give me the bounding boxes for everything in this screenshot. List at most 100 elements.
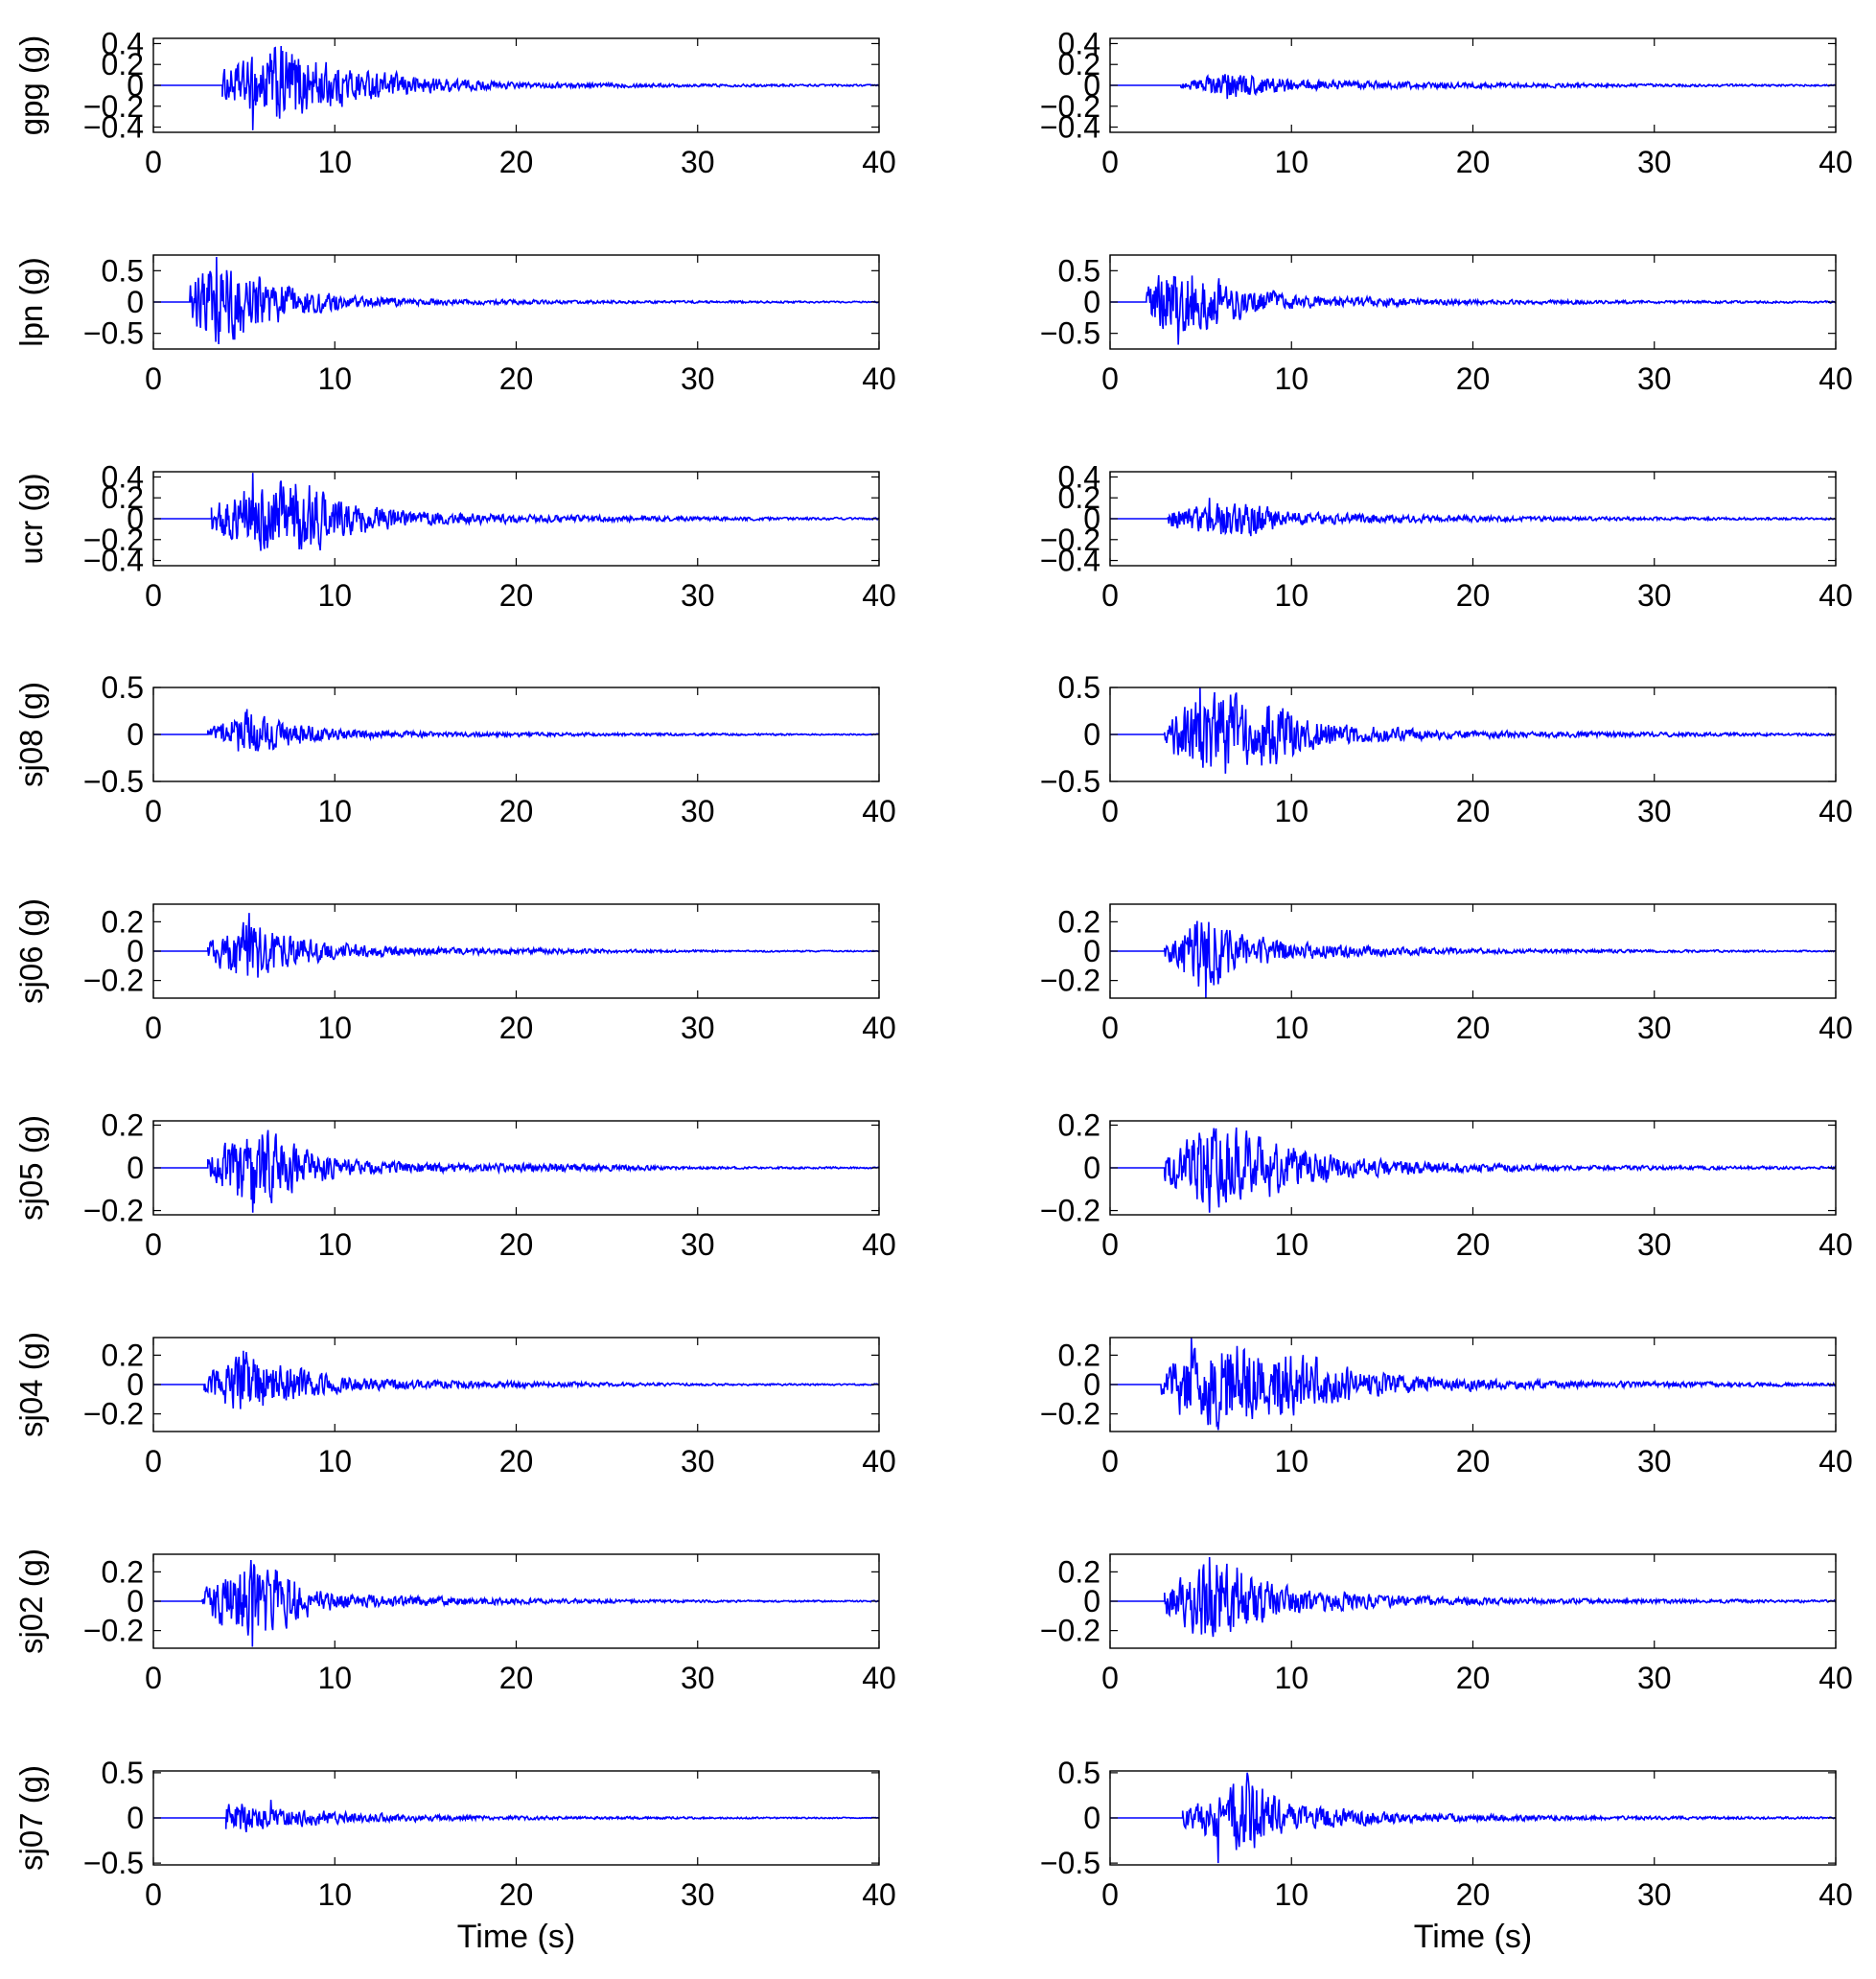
- y-tick-label: 0.5: [1058, 253, 1100, 288]
- x-tick-label: 20: [1456, 1444, 1491, 1478]
- y-tick-label: 0.2: [1058, 1107, 1100, 1142]
- x-tick-label: 10: [1274, 1877, 1309, 1912]
- x-tick-label: 30: [1637, 1661, 1672, 1695]
- x-tick-label: 0: [145, 1227, 162, 1262]
- y-tick-label: 0: [1083, 717, 1100, 752]
- x-tick-label: 30: [681, 1661, 715, 1695]
- y-tick-label: 0.2: [1058, 1554, 1100, 1589]
- panel-r7-c1: 0 10 20 30 40−0.200.2: [1040, 1553, 1853, 1695]
- y-tick-label: 0: [127, 285, 144, 319]
- x-tick-label: 10: [317, 361, 352, 396]
- x-tick-label: 20: [499, 1227, 534, 1262]
- x-tick-label: 40: [862, 361, 896, 396]
- panel-r1-c1: 0 10 20 30 40−0.500.5: [1040, 253, 1853, 396]
- x-tick-label: 0: [145, 1661, 162, 1695]
- waveform-trace: [153, 1800, 879, 1832]
- x-tick-label: 10: [317, 1011, 352, 1045]
- x-tick-label: 30: [681, 1444, 715, 1478]
- x-tick-label: 0: [1101, 794, 1119, 828]
- x-tick-label: 0: [145, 578, 162, 613]
- y-tick-label: 0.5: [1058, 670, 1100, 705]
- y-tick-label: 0.2: [102, 1554, 144, 1589]
- x-tick-label: 0: [145, 361, 162, 396]
- x-tick-label: 40: [1818, 1661, 1853, 1695]
- panel-r5-c1: 0 10 20 30 40−0.200.2: [1040, 1107, 1853, 1262]
- x-tick-label: 0: [1101, 1661, 1119, 1695]
- y-tick-label: −0.4: [1040, 544, 1100, 578]
- x-tick-label: 10: [1274, 1661, 1309, 1695]
- x-tick-label: 40: [862, 578, 896, 613]
- y-tick-label: 0.2: [102, 1107, 144, 1142]
- x-tick-label: 10: [1274, 578, 1309, 613]
- waveform-trace: [153, 709, 879, 752]
- x-tick-label: 10: [317, 794, 352, 828]
- x-tick-label: 0: [1101, 145, 1119, 179]
- x-tick-label: 0: [1101, 1011, 1119, 1045]
- y-tick-label: −0.4: [1040, 110, 1100, 145]
- x-tick-label: 40: [1818, 1444, 1853, 1478]
- y-tick-label: 0.4: [1058, 26, 1100, 60]
- x-tick-label: 40: [862, 145, 896, 179]
- y-tick-label: 0: [1083, 1151, 1100, 1185]
- panel-r2-c1: 0 10 20 30 40−0.4−0.200.20.4: [1040, 459, 1853, 613]
- x-tick-label: 30: [1637, 145, 1672, 179]
- x-tick-label: 20: [1456, 361, 1491, 396]
- x-tick-label: 40: [1818, 794, 1853, 828]
- y-axis-label: sj04 (g): [13, 1332, 49, 1437]
- x-tick-label: 30: [681, 1011, 715, 1045]
- x-tick-label: 30: [681, 578, 715, 613]
- x-tick-label: 20: [499, 578, 534, 613]
- y-tick-label: −0.2: [1040, 1397, 1100, 1432]
- y-tick-label: 0: [1083, 1367, 1100, 1402]
- y-tick-label: 0: [127, 1801, 144, 1835]
- x-tick-label: 20: [499, 145, 534, 179]
- x-axis-label: Time (s): [1414, 1919, 1532, 1955]
- panel-r0-c1: 0 10 20 30 40−0.4−0.200.20.4: [1040, 26, 1853, 179]
- y-tick-label: 0.2: [102, 47, 144, 81]
- x-tick-label: 40: [1818, 1011, 1853, 1045]
- y-tick-label: −0.5: [1040, 1846, 1100, 1880]
- y-axis-label: sj07 (g): [13, 1765, 49, 1871]
- x-tick-label: 30: [681, 361, 715, 396]
- panel-r6-c1: 0 10 20 30 40−0.200.2: [1040, 1337, 1853, 1478]
- x-tick-label: 10: [317, 1661, 352, 1695]
- y-tick-label: 0.5: [1058, 1756, 1100, 1790]
- y-tick-label: −0.2: [83, 1614, 144, 1648]
- y-tick-label: 0: [127, 501, 144, 536]
- x-tick-label: 10: [317, 1444, 352, 1478]
- panel-r4-c1: 0 10 20 30 40−0.200.2: [1040, 903, 1853, 1045]
- x-tick-label: 40: [862, 1444, 896, 1478]
- y-tick-label: 0.2: [1058, 47, 1100, 81]
- waveform-trace: [1110, 498, 1836, 537]
- x-tick-label: 30: [1637, 1877, 1672, 1912]
- y-tick-label: 0.2: [1058, 904, 1100, 939]
- x-tick-label: 30: [1637, 1227, 1672, 1262]
- waveform-trace: [1110, 1338, 1836, 1431]
- waveform-trace: [1110, 920, 1836, 998]
- x-tick-label: 10: [317, 145, 352, 179]
- y-tick-label: −0.2: [83, 523, 144, 557]
- y-tick-label: −0.2: [1040, 89, 1100, 124]
- x-axis-label: Time (s): [457, 1919, 575, 1955]
- y-tick-label: 0: [127, 1584, 144, 1618]
- waveform-trace: [1110, 275, 1836, 345]
- x-tick-label: 40: [1818, 578, 1853, 613]
- y-tick-label: −0.5: [83, 764, 144, 799]
- y-tick-label: 0.2: [1058, 480, 1100, 515]
- y-tick-label: 0: [127, 1151, 144, 1185]
- y-axis-label: gpg (g): [13, 35, 49, 136]
- x-tick-label: 10: [1274, 1011, 1309, 1045]
- x-tick-label: 20: [1456, 1011, 1491, 1045]
- y-tick-label: −0.2: [83, 964, 144, 998]
- y-tick-label: 0: [1083, 285, 1100, 319]
- y-axis-label: sj05 (g): [13, 1115, 49, 1221]
- x-tick-label: 30: [681, 1877, 715, 1912]
- x-tick-label: 0: [1101, 1877, 1119, 1912]
- x-tick-label: 30: [1637, 578, 1672, 613]
- y-tick-label: 0: [127, 68, 144, 103]
- x-tick-label: 30: [1637, 1444, 1672, 1478]
- x-tick-label: 10: [1274, 794, 1309, 828]
